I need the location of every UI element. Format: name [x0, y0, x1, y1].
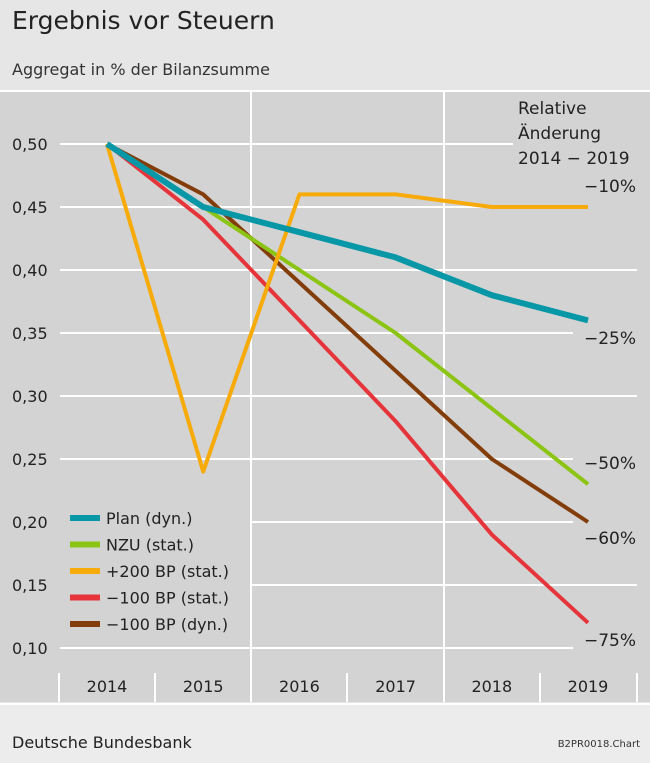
annotation-title: 2014 − 2019 [518, 149, 630, 169]
series-line [105, 141, 589, 324]
series-line [105, 142, 590, 625]
x-tick-label: 2018 [471, 677, 512, 696]
annotation-title: Änderung [518, 123, 601, 144]
y-tick-label: 0,50 [12, 135, 48, 154]
change-label: −75% [584, 631, 636, 651]
chart-subtitle: Aggregat in % der Bilanzsumme [12, 60, 270, 79]
change-label: −60% [584, 529, 636, 549]
line-chart: 0,50 0,45 0,40 0,35 0,30 0,25 0,20 0,15 0,10 2014… [0, 90, 650, 702]
chart-code: B2PR0018.Chart [557, 739, 640, 750]
x-tick-label: 2019 [568, 677, 609, 696]
y-tick-label: 0,35 [12, 324, 48, 343]
series-line [106, 142, 590, 524]
series-line [105, 143, 588, 474]
legend-label: NZU (stat.) [106, 536, 194, 555]
y-tick-label: 0,25 [12, 450, 48, 469]
x-tick-label: 2017 [375, 677, 416, 696]
y-tick-label: 0,20 [12, 513, 48, 532]
x-tick-label: 2014 [87, 677, 128, 696]
y-tick-label: 0,15 [12, 576, 48, 595]
y-tick-label: 0,40 [12, 261, 48, 280]
x-tick-label: 2016 [279, 677, 320, 696]
y-tick-label: 0,30 [12, 387, 48, 406]
chart-title: Ergebnis vor Steuern [12, 6, 275, 35]
y-tick-label: 0,45 [12, 198, 48, 217]
change-label: −25% [584, 329, 636, 349]
change-label: −50% [584, 454, 636, 474]
x-tick-label: 2015 [183, 677, 224, 696]
legend-label: +200 BP (stat.) [106, 562, 229, 581]
legend-label: −100 BP (stat.) [106, 589, 229, 608]
change-label: −10% [584, 177, 636, 197]
legend-label: −100 BP (dyn.) [106, 615, 228, 634]
legend-label: Plan (dyn.) [106, 509, 192, 528]
y-tick-label: 0,10 [12, 639, 48, 658]
source-label: Deutsche Bundesbank [12, 733, 192, 752]
footer: Deutsche Bundesbank B2PR0018.Chart [0, 703, 650, 763]
annotation-title: Relative [518, 99, 587, 119]
